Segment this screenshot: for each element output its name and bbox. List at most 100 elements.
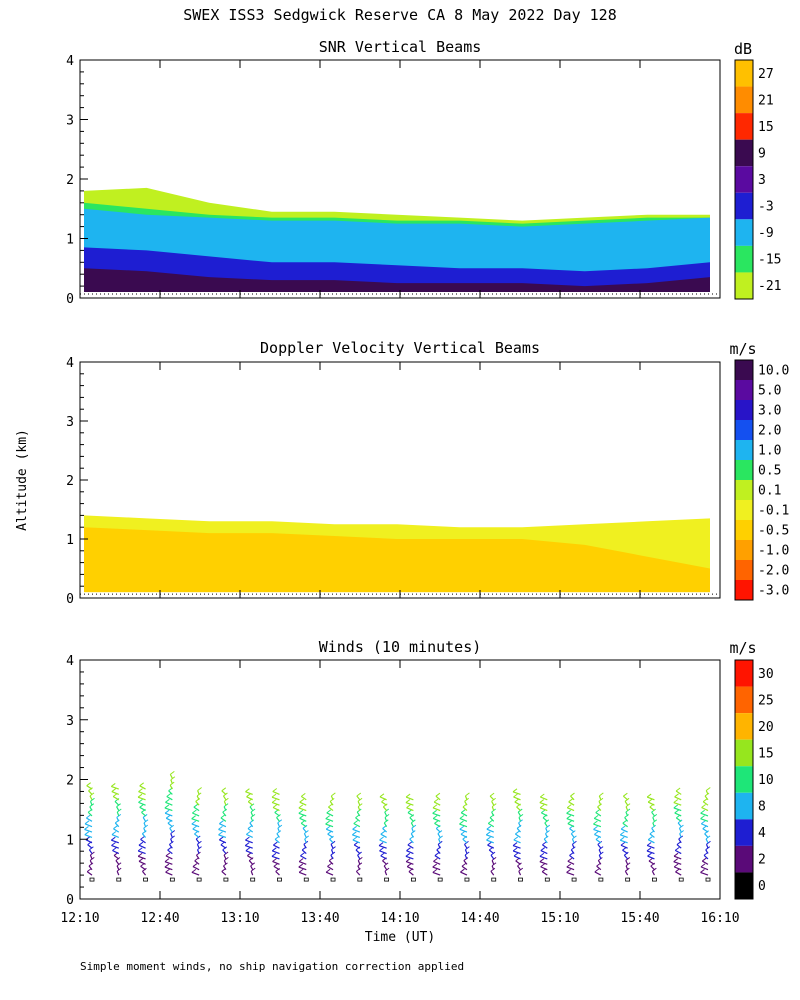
y-tick-label: 3 <box>66 415 74 430</box>
wind-barb-flag <box>219 836 224 841</box>
wind-barb <box>299 817 307 822</box>
wind-barb <box>438 838 441 844</box>
wind-barb-flag <box>435 792 441 797</box>
colorbar-swatch <box>735 166 753 193</box>
wind-barb <box>219 823 227 828</box>
wind-barb-flag <box>142 867 147 872</box>
wind-barb-flag <box>677 819 683 824</box>
wind-barb <box>436 849 441 854</box>
wind-barb <box>622 849 628 855</box>
wind-barb <box>700 871 709 876</box>
wind-barb <box>195 854 200 860</box>
wind-barb <box>512 844 521 849</box>
wind-barb <box>246 796 253 801</box>
wind-barb <box>167 822 173 828</box>
wind-barb <box>218 834 227 839</box>
wind-barb-flag <box>675 787 681 792</box>
winds-barbs <box>84 770 711 882</box>
wind-barb-flag <box>137 847 143 852</box>
wind-barb <box>594 833 602 839</box>
wind-barb-flag <box>271 793 277 798</box>
colorbar-label: 10.0 <box>758 364 789 379</box>
wind-barb-flag <box>248 857 254 861</box>
wind-barb <box>460 833 468 838</box>
wind-barb <box>464 800 468 806</box>
wind-barb-flag <box>594 831 599 835</box>
wind-barb-flag <box>170 830 176 834</box>
wind-barb <box>273 844 280 849</box>
wind-barb-flag <box>652 813 658 818</box>
wind-barb-flag <box>406 863 412 867</box>
wind-barb <box>353 822 361 828</box>
wind-barb <box>298 871 307 876</box>
wind-barb <box>170 779 173 784</box>
field-layer <box>84 527 710 593</box>
wind-barb <box>516 827 521 833</box>
wind-barb <box>164 861 173 865</box>
colorbar-swatch <box>735 400 753 420</box>
wind-barb-flag <box>379 793 385 798</box>
colorbar-swatch <box>735 520 753 540</box>
colorbar-swatch <box>735 192 753 220</box>
wind-barb <box>382 806 388 811</box>
wind-barb-flag <box>164 863 170 868</box>
wind-barb <box>196 795 200 801</box>
wind-barb <box>143 822 147 827</box>
colorbar-swatch <box>735 360 753 380</box>
wind-barb-flag <box>594 868 600 873</box>
wind-barb-flag <box>193 803 199 808</box>
wind-barb-flag <box>705 835 711 840</box>
wind-profile <box>137 782 149 882</box>
wind-barb-flag <box>218 825 223 830</box>
wind-barb <box>624 817 629 822</box>
wind-barb <box>405 801 414 806</box>
wind-barb <box>191 818 200 822</box>
colorbar-label: 0.5 <box>758 464 781 479</box>
wind-profile <box>593 792 604 882</box>
wind-barb-flag <box>222 808 228 813</box>
calm-marker <box>544 877 550 882</box>
wind-barb-flag <box>111 831 117 835</box>
wind-profile <box>405 793 417 882</box>
wind-barb-flag <box>111 842 116 846</box>
wind-barb <box>406 866 414 871</box>
colorbar-swatch <box>735 219 753 246</box>
wind-barb <box>620 844 628 849</box>
wind-barb-flag <box>566 869 571 873</box>
wind-barb-flag <box>433 798 439 803</box>
wind-barb <box>304 838 307 844</box>
wind-barb <box>111 791 120 795</box>
doppler-panel: Doppler Velocity Vertical Beams 0 1 2 3 4 m/… <box>66 339 789 607</box>
wind-barb-flag <box>384 808 390 813</box>
wind-barb-flag <box>432 804 438 809</box>
wind-barb-flag <box>224 797 229 802</box>
wind-barb <box>518 822 522 827</box>
wind-barb <box>566 871 575 876</box>
calm-marker <box>357 877 363 882</box>
wind-barb <box>116 865 120 870</box>
wind-barb <box>625 860 629 865</box>
wind-barb <box>137 850 146 855</box>
wind-barb-flag <box>90 797 95 802</box>
wind-barb <box>676 844 682 849</box>
y-tick-label: 0 <box>66 292 74 307</box>
wind-barb <box>649 833 655 838</box>
wind-barb <box>701 823 709 828</box>
wind-barb <box>300 855 307 860</box>
wind-barb <box>514 833 521 838</box>
wind-barb-flag <box>619 836 625 841</box>
wind-barb-flag <box>164 804 170 809</box>
snr-panel: SNR Vertical Beams 0 1 2 3 4 dB 27 21 15 9 3 -3 -9… <box>66 38 781 307</box>
wind-barb <box>196 844 200 849</box>
wind-barb <box>649 806 655 812</box>
wind-barb <box>357 854 361 860</box>
wind-barb <box>545 827 548 833</box>
wind-barb-flag <box>244 842 250 846</box>
wind-barb-flag <box>406 804 411 809</box>
calm-marker <box>143 877 148 882</box>
wind-barb-flag <box>164 809 170 814</box>
wind-barb-flag <box>647 798 653 803</box>
wind-barb <box>357 860 361 865</box>
wind-barb <box>460 871 468 876</box>
wind-barb <box>464 849 468 854</box>
